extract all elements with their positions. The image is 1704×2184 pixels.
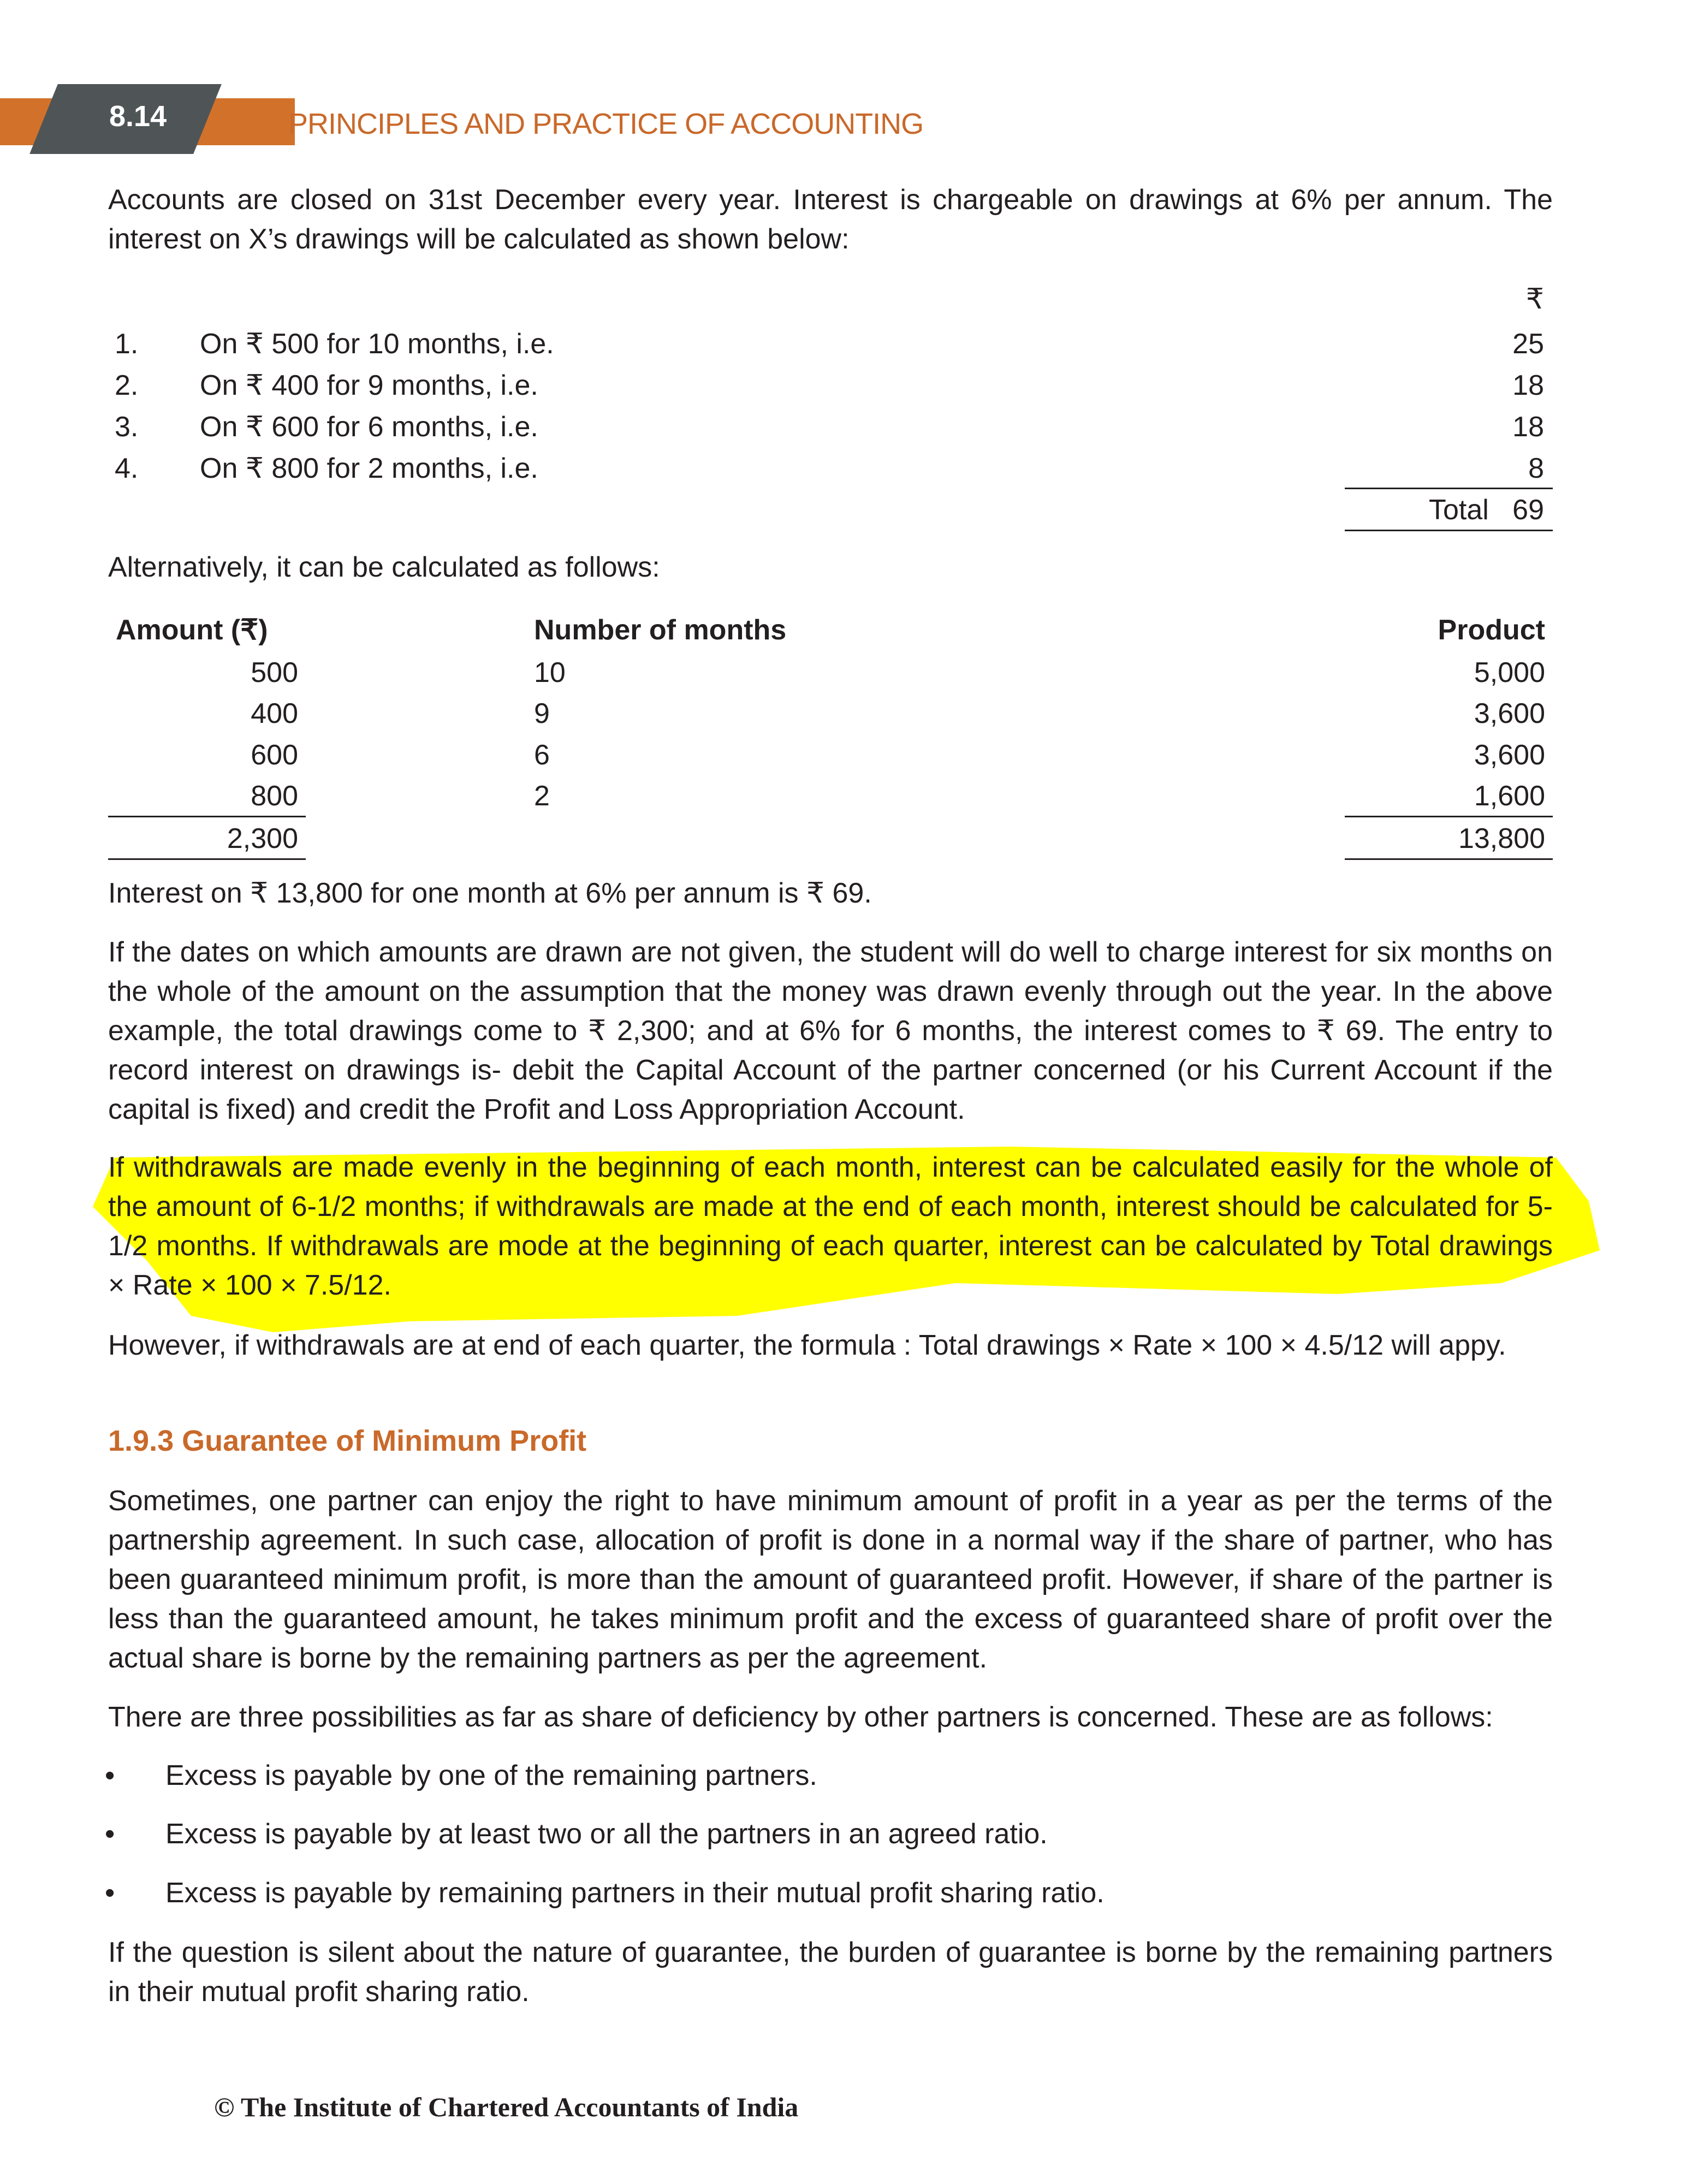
page-number: 8.14 xyxy=(109,100,167,133)
intro-paragraph: Accounts are closed on 31st December eve… xyxy=(108,184,1553,255)
list-item-text: On ₹ 400 for 9 months, i.e. xyxy=(200,370,538,401)
alt-text: Alternatively, it can be calculated as f… xyxy=(108,551,660,583)
months-cell: 9 xyxy=(534,698,550,729)
header-product: Product xyxy=(1438,614,1545,646)
months-cell: 10 xyxy=(534,657,566,689)
total-label: Total xyxy=(1428,494,1489,526)
list-item-value: 25 xyxy=(1512,328,1544,360)
list-item-text: On ₹ 600 for 6 months, i.e. xyxy=(200,411,538,443)
list-number: 3. xyxy=(115,411,139,443)
amount-cell: 600 xyxy=(251,739,298,771)
bullet-icon: • xyxy=(105,1818,115,1850)
book-title: PRINCIPLES AND PRACTICE OF ACCOUNTING xyxy=(288,108,924,140)
product-cell: 3,600 xyxy=(1474,739,1545,771)
bullet-item: Excess is payable by one of the remainin… xyxy=(165,1760,817,1791)
bullet-icon: • xyxy=(105,1877,115,1909)
paragraph: However, if withdrawals are at end of ea… xyxy=(108,1330,1506,1361)
footer-copyright: © The Institute of Chartered Accountants… xyxy=(214,2092,799,2122)
divider xyxy=(1345,530,1553,531)
currency-header: ₹ xyxy=(1525,283,1544,315)
bullet-item: Excess is payable by remaining partners … xyxy=(165,1877,1105,1909)
paragraph: If the dates on which amounts are drawn … xyxy=(108,936,1553,1125)
list-number: 4. xyxy=(115,453,139,484)
product-cell: 1,600 xyxy=(1474,780,1545,812)
list-number: 2. xyxy=(115,370,139,401)
list-item-text: On ₹ 800 for 2 months, i.e. xyxy=(200,453,538,484)
divider xyxy=(1345,488,1553,489)
paragraph: If the question is silent about the natu… xyxy=(108,1937,1553,2008)
product-cell: 5,000 xyxy=(1474,657,1545,689)
header-months: Number of months xyxy=(534,614,787,646)
divider xyxy=(1345,858,1553,860)
total-row: Total 69 xyxy=(1345,490,1544,530)
list-number: 1. xyxy=(115,328,139,360)
amount-cell: 400 xyxy=(251,698,298,729)
product-cell: 3,600 xyxy=(1474,698,1545,729)
amount-cell: 800 xyxy=(251,780,298,812)
divider xyxy=(1345,816,1553,817)
list-item-value: 8 xyxy=(1528,453,1544,484)
divider xyxy=(108,858,306,860)
total-value: 69 xyxy=(1512,494,1544,526)
paragraph: Sometimes, one partner can enjoy the rig… xyxy=(108,1485,1553,1674)
list-item-text: On ₹ 500 for 10 months, i.e. xyxy=(200,328,554,360)
interest-line: Interest on ₹ 13,800 for one month at 6%… xyxy=(108,877,872,909)
list-item-value: 18 xyxy=(1512,411,1544,443)
months-cell: 2 xyxy=(534,780,550,812)
amount-cell: 500 xyxy=(251,657,298,689)
total-amount: 2,300 xyxy=(227,823,298,854)
header-amount: Amount (₹) xyxy=(116,614,268,646)
yellow-highlight xyxy=(93,1147,1600,1332)
bullet-icon: • xyxy=(105,1760,115,1791)
total-product: 13,800 xyxy=(1458,823,1545,854)
highlighted-paragraph: If withdrawals are made evenly in the be… xyxy=(108,1152,1553,1301)
list-item-value: 18 xyxy=(1512,370,1544,401)
months-cell: 6 xyxy=(534,739,550,771)
section-heading: 1.9.3 Guarantee of Minimum Profit xyxy=(108,1425,587,1457)
paragraph: There are three possibilities as far as … xyxy=(108,1701,1493,1733)
divider xyxy=(108,816,306,817)
bullet-item: Excess is payable by at least two or all… xyxy=(165,1818,1048,1850)
